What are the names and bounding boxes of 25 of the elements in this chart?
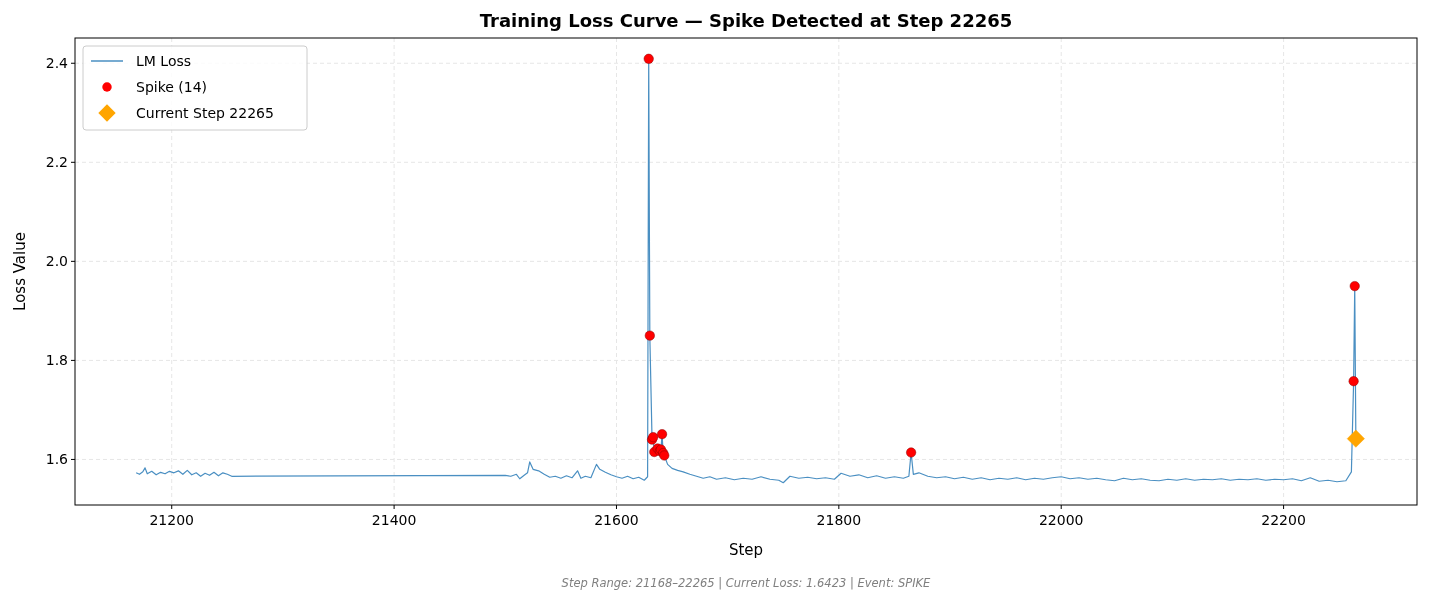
text: Step Range: 21168–22265 | Current Loss: 1.6423 | Event: SPIKE <box>561 576 932 590</box>
point <box>1348 376 1359 387</box>
point <box>657 429 668 440</box>
legend-label: Spike (14) <box>136 79 208 95</box>
point <box>643 53 654 64</box>
chart-title: Training Loss Curve — Spike Detected at Step 22265 <box>479 10 1013 31</box>
point <box>1346 429 1365 448</box>
y-tick-label: 2.0 <box>45 253 68 270</box>
x-axis-title: Step <box>728 541 764 559</box>
y-tick-label: 2.4 <box>45 55 69 72</box>
y-tick-label: 2.2 <box>45 154 68 171</box>
x-tick-label: 21600 <box>594 512 639 528</box>
point <box>1349 281 1360 292</box>
legend-label: Current Step 22265 <box>136 105 274 121</box>
x-tick-label: 22200 <box>1261 512 1306 528</box>
point <box>644 330 655 341</box>
y-tick-label: 1.8 <box>45 352 68 369</box>
x-tick-label: 22000 <box>1038 512 1084 528</box>
legend-label: LM Loss <box>136 53 192 69</box>
x-tick-label: 21200 <box>149 512 194 528</box>
x-tick-label: 21800 <box>816 512 862 528</box>
y-tick-label: 1.6 <box>45 451 69 468</box>
x-tick-label: 21400 <box>371 512 417 528</box>
point <box>906 447 917 458</box>
y-axis-title: Loss Value <box>11 232 29 311</box>
